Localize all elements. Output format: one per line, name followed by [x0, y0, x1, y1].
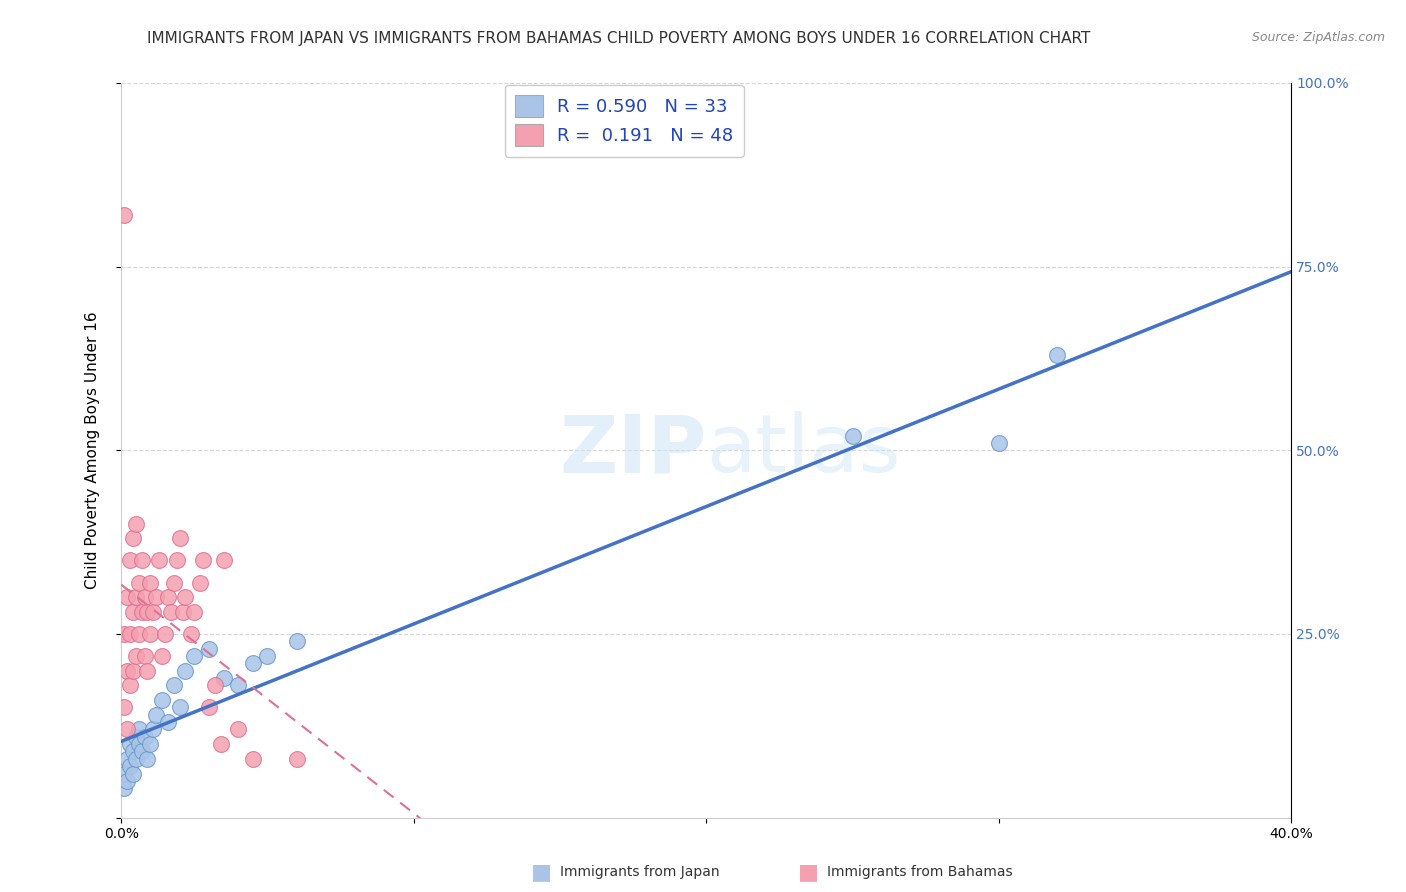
Point: [115, 664, 138, 678]
Point: [150, 693, 173, 707]
Point: [134, 591, 156, 605]
Point: [128, 575, 150, 590]
Text: Immigrants from Japan: Immigrants from Japan: [560, 865, 720, 880]
Point: [183, 648, 205, 663]
Text: IMMIGRANTS FROM JAPAN VS IMMIGRANTS FROM BAHAMAS CHILD POVERTY AMONG BOYS UNDER : IMMIGRANTS FROM JAPAN VS IMMIGRANTS FROM…: [148, 31, 1090, 46]
Point: [112, 781, 135, 796]
Point: [174, 664, 197, 678]
Point: [118, 678, 141, 692]
Point: [1046, 348, 1069, 362]
Point: [163, 678, 186, 692]
Point: [112, 208, 135, 222]
Point: [118, 759, 141, 773]
Point: [142, 605, 165, 619]
Point: [188, 575, 211, 590]
Point: [118, 627, 141, 641]
Point: [150, 648, 173, 663]
Point: [134, 730, 156, 744]
Point: [128, 737, 150, 751]
Point: [156, 591, 179, 605]
Point: [191, 553, 214, 567]
Y-axis label: Child Poverty Among Boys Under 16: Child Poverty Among Boys Under 16: [86, 311, 100, 589]
Point: [136, 752, 159, 766]
Text: ZIP: ZIP: [560, 411, 706, 490]
Point: [139, 737, 162, 751]
Point: [172, 605, 194, 619]
Point: [128, 723, 150, 737]
Point: [115, 591, 138, 605]
Point: [115, 773, 138, 788]
Point: [226, 678, 249, 692]
Point: [136, 664, 159, 678]
Point: [212, 671, 235, 685]
Point: [145, 591, 167, 605]
Point: [142, 723, 165, 737]
Point: [242, 657, 264, 671]
Text: ■: ■: [531, 863, 551, 882]
Text: atlas: atlas: [706, 411, 901, 490]
Point: [169, 532, 191, 546]
Point: [131, 744, 153, 758]
Point: [169, 700, 191, 714]
Point: [198, 700, 221, 714]
Point: [125, 516, 148, 531]
Point: [125, 591, 148, 605]
Point: [115, 752, 138, 766]
Point: [112, 627, 135, 641]
Point: [115, 723, 138, 737]
Point: [166, 553, 188, 567]
Point: [118, 737, 141, 751]
Point: [209, 737, 232, 751]
Point: [121, 605, 143, 619]
Point: [256, 648, 278, 663]
Legend: R = 0.590   N = 33, R =  0.191   N = 48: R = 0.590 N = 33, R = 0.191 N = 48: [505, 85, 744, 157]
Point: [242, 752, 264, 766]
Point: [136, 605, 159, 619]
Point: [145, 707, 167, 722]
Text: Immigrants from Bahamas: Immigrants from Bahamas: [827, 865, 1012, 880]
Point: [153, 627, 176, 641]
Point: [125, 730, 148, 744]
Point: [128, 627, 150, 641]
Point: [156, 715, 179, 730]
Point: [183, 605, 205, 619]
Point: [125, 648, 148, 663]
Point: [131, 553, 153, 567]
Point: [121, 744, 143, 758]
Point: [148, 553, 170, 567]
Point: [226, 723, 249, 737]
Point: [118, 553, 141, 567]
Point: [204, 678, 226, 692]
Point: [841, 428, 863, 442]
Point: [180, 627, 202, 641]
Point: [285, 752, 308, 766]
Point: [134, 648, 156, 663]
Point: [112, 700, 135, 714]
Point: [112, 766, 135, 780]
Point: [163, 575, 186, 590]
Text: ■: ■: [799, 863, 818, 882]
Point: [121, 766, 143, 780]
Point: [160, 605, 183, 619]
Point: [121, 532, 143, 546]
Point: [139, 575, 162, 590]
Point: [174, 591, 197, 605]
Point: [131, 605, 153, 619]
Point: [987, 436, 1010, 450]
Point: [198, 641, 221, 656]
Point: [139, 627, 162, 641]
Point: [212, 553, 235, 567]
Text: Source: ZipAtlas.com: Source: ZipAtlas.com: [1251, 31, 1385, 45]
Point: [121, 664, 143, 678]
Point: [125, 752, 148, 766]
Point: [285, 634, 308, 648]
